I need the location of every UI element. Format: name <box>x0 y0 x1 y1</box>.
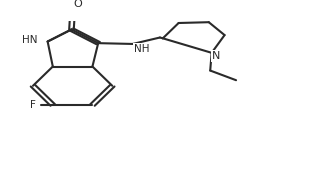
Text: NH: NH <box>134 44 150 54</box>
Text: F: F <box>30 100 36 110</box>
Text: N: N <box>212 51 220 61</box>
Text: HN: HN <box>22 35 38 45</box>
Text: O: O <box>74 0 82 9</box>
